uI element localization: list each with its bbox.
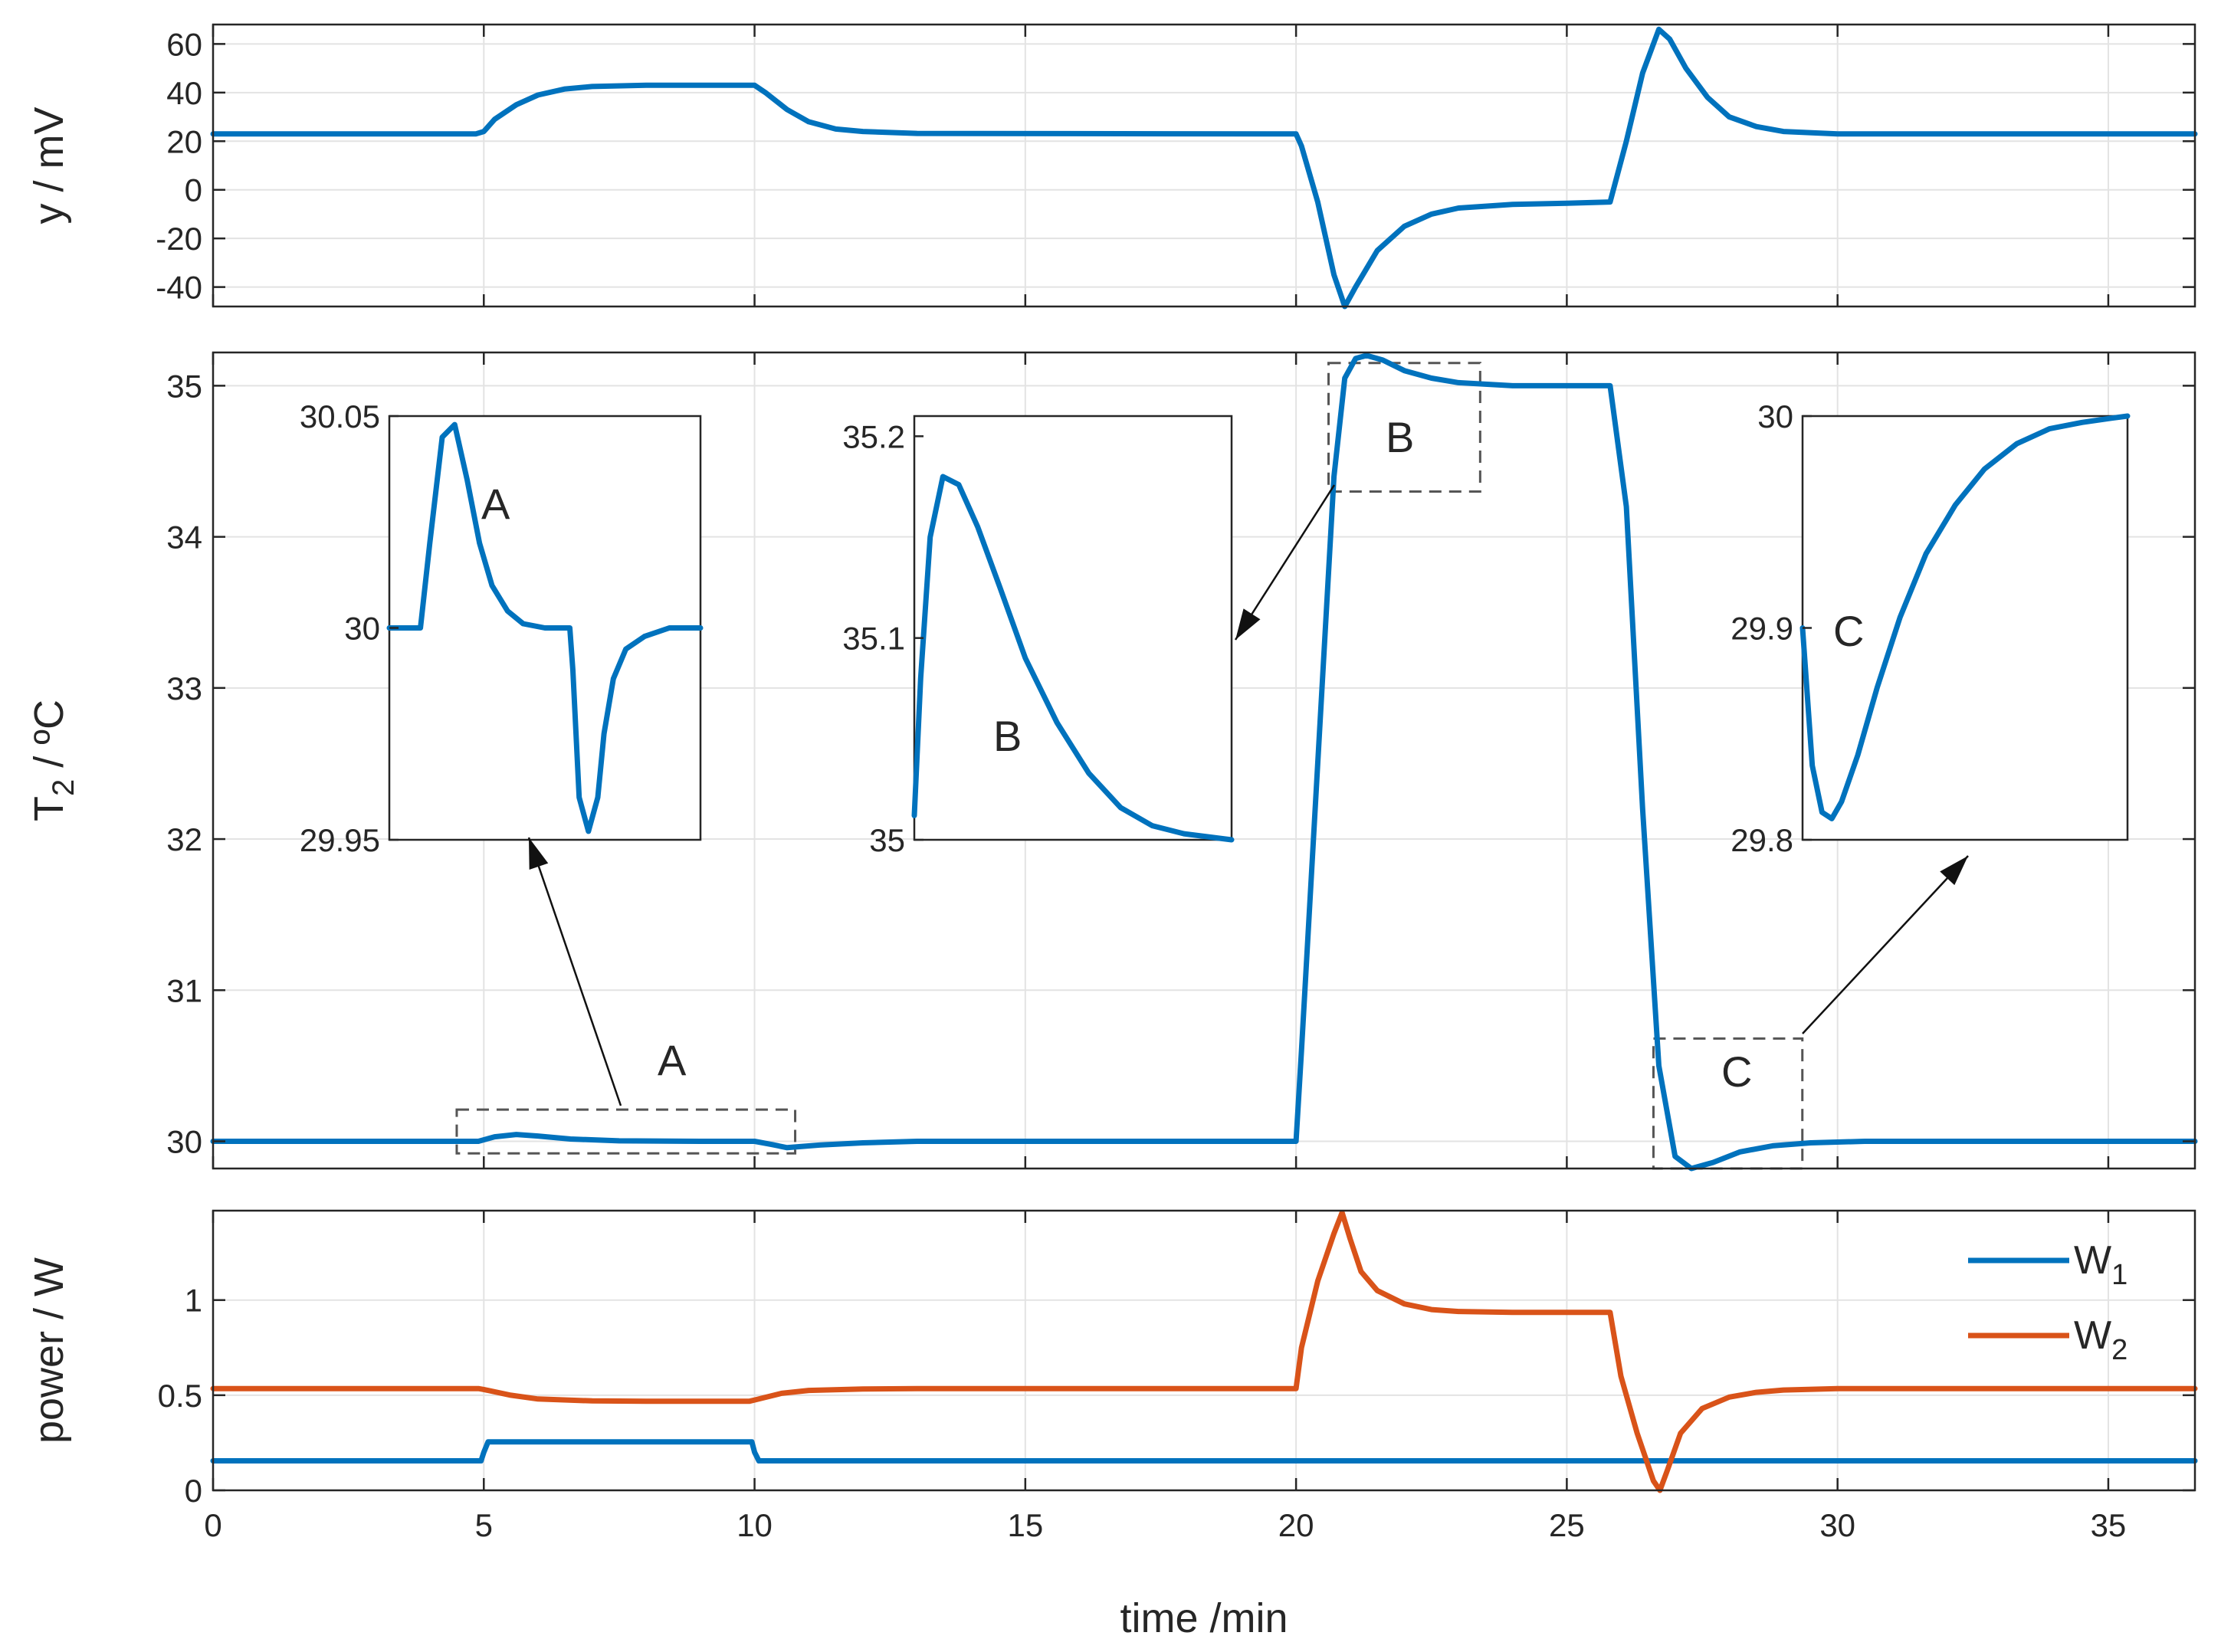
inset-B-ytick-label-2: 35 [869,822,905,858]
T2-label-unit: / ºC [26,700,72,779]
annotation-a-inset: A [481,480,510,528]
T2-ytick-label-2: 33 [166,670,202,706]
T2-label-base: T [26,796,72,821]
arrow-c-head [1940,856,1968,886]
power-xtick-label-3: 15 [1007,1507,1043,1543]
power-ytick-label-2: 0 [185,1473,202,1509]
legend-w1-subscript: 1 [2111,1259,2128,1291]
power-series-2 [210,1210,2198,1493]
T2-ytick-label-3: 32 [166,821,202,857]
legend-w2-subscript: 2 [2111,1334,2128,1366]
legend-w1-label: W [2074,1238,2111,1283]
inset-B-frame [913,415,1233,841]
y-series-1 [210,26,2198,310]
T2-label-subscript: 2 [47,779,80,796]
power-xtick-label-7: 35 [2091,1507,2127,1543]
annotation-c-main: C [1721,1047,1752,1096]
inset-C-series-1 [1799,413,2131,821]
T2-axes-frame [212,351,2196,1170]
T2-ytick-label-4: 31 [166,972,202,1008]
annotation-b-inset: B [993,712,1022,760]
annotation-b-main: B [1386,413,1414,461]
legend-entry-w2: W2 [2074,1313,2128,1366]
y-ytick-label-4: -20 [156,221,202,257]
inset-A-ytick-label-0: 30.05 [300,398,380,434]
y-ytick-label-3: 0 [185,172,202,208]
inset-C-ytick-label-0: 30 [1757,398,1793,434]
y-ytick-label-5: -40 [156,270,202,306]
power-series-1 [210,1439,2198,1464]
series-layer [210,26,2198,1493]
legend: W1 W2 [1968,1238,2128,1366]
inset-C-frame [1801,415,2129,841]
power-xtick-label-2: 10 [737,1507,773,1543]
power-ytick-label-1: 0.5 [158,1378,202,1414]
inset-B-series-1 [911,474,1235,843]
arrow-a-head [529,837,549,870]
inset-A-ytick-label-2: 29.95 [300,822,380,858]
power-ytick-label-0: 1 [185,1283,202,1319]
arrow-c-shaft [1802,855,1969,1034]
T2-ytick-label-5: 30 [166,1124,202,1160]
inset-C-ytick-label-2: 29.8 [1731,822,1793,858]
power-xtick-label-1: 5 [475,1507,493,1543]
inset-B-ytick-label-1: 35.1 [842,621,905,657]
power-y-axis-label: power / W [26,1257,72,1444]
axes-layer [212,23,2196,1492]
x-axis-label: time /min [1120,1595,1288,1641]
annotation-c-inset: C [1833,607,1864,655]
insets-layer [386,413,2131,1106]
power-xtick-label-6: 30 [1819,1507,1855,1543]
power-xtick-label-5: 25 [1549,1507,1585,1543]
annotation-a-main: A [658,1036,687,1084]
legend-w2-label: W [2074,1313,2111,1358]
inset-B-ytick-label-0: 35.2 [842,418,905,454]
arrow-b-head [1235,608,1261,640]
y-ytick-label-1: 40 [166,75,202,111]
power-xtick-label-4: 20 [1278,1507,1314,1543]
zoom-boxes-layer [455,362,1804,1170]
inset-A-ytick-label-1: 30 [344,611,380,647]
T2-series-1 [210,352,2198,1172]
zoom-box-a [455,1108,797,1155]
inset-A-series-1 [386,421,704,834]
y-y-axis-label: y / mV [26,107,72,224]
T2-ytick-label-0: 35 [166,368,202,404]
T2-ytick-label-1: 34 [166,520,202,556]
inset-C-ytick-label-1: 29.9 [1731,611,1793,647]
arrow-a-shaft [527,837,622,1106]
legend-entry-w1: W1 [2074,1238,2128,1291]
y-ytick-label-0: 60 [166,26,202,62]
y-axes-frame [212,23,2196,308]
power-axes-frame [212,1209,2196,1492]
y-ytick-label-2: 20 [166,123,202,159]
power-xtick-label-0: 0 [204,1507,221,1543]
T2-y-axis-label: T2 / ºC [26,700,80,821]
